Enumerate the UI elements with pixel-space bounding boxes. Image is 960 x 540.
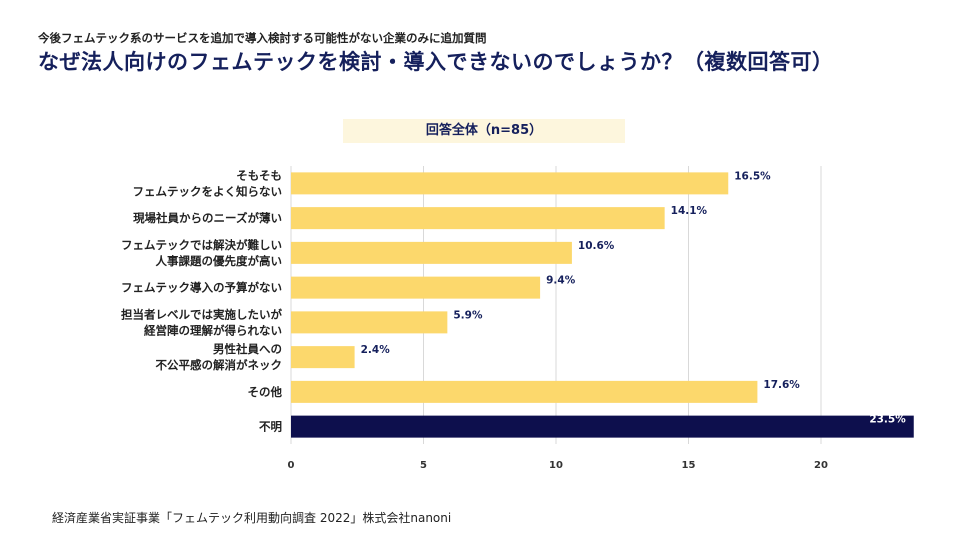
bar: [291, 346, 355, 369]
category-label: 不公平感の解消がネック: [156, 358, 283, 372]
category-label: 人事課題の優先度が高い: [156, 254, 283, 268]
bar: [291, 276, 541, 299]
category-label: 現場社員からのニーズが薄い: [133, 211, 282, 225]
category-label: フェムテックをよく知らない: [133, 184, 283, 198]
source-note: 経済産業省実証事業「フェムテック利用動向調査 2022」株式会社nanoni: [52, 511, 452, 525]
bar: [291, 311, 448, 334]
x-tick-label: 15: [682, 460, 696, 471]
value-label: 2.4%: [361, 344, 391, 356]
value-label: 9.4%: [546, 275, 576, 287]
bar: [291, 380, 758, 403]
bar: [291, 415, 914, 438]
x-tick-label: 20: [814, 460, 828, 471]
category-label: 不明: [259, 420, 282, 434]
category-label: そもそも: [236, 168, 282, 182]
chart-subtitle: 今後フェムテック系のサービスを追加で導入検討する可能性がない企業のみに追加質問: [38, 31, 487, 45]
x-tick-label: 10: [549, 460, 563, 471]
respondent-count-label: 回答全体（n=85）: [343, 119, 625, 143]
value-label: 14.1%: [671, 205, 708, 217]
value-label: 17.6%: [763, 379, 800, 391]
category-label: フェムテックでは解決が難しい: [121, 238, 282, 252]
x-tick-label: 5: [420, 460, 427, 471]
category-label: フェムテック導入の予算がない: [121, 281, 282, 295]
value-label: 10.6%: [578, 240, 615, 252]
value-label: 23.5%: [869, 414, 906, 426]
value-label: 16.5%: [734, 170, 771, 182]
bar: [291, 172, 729, 195]
value-label: 5.9%: [453, 309, 483, 321]
chart-title: なぜ法人向けのフェムテックを検討・導入できないのでしょうか？（複数回答可）: [38, 50, 834, 74]
category-label: 経営陣の理解が得られない: [144, 323, 282, 337]
bar: [291, 241, 572, 264]
category-label: 担当者レベルでは実施したいが: [121, 307, 282, 321]
category-label: その他: [248, 385, 283, 399]
x-tick-label: 0: [288, 460, 295, 471]
bar: [291, 207, 665, 230]
category-label: 男性社員への: [213, 342, 282, 356]
